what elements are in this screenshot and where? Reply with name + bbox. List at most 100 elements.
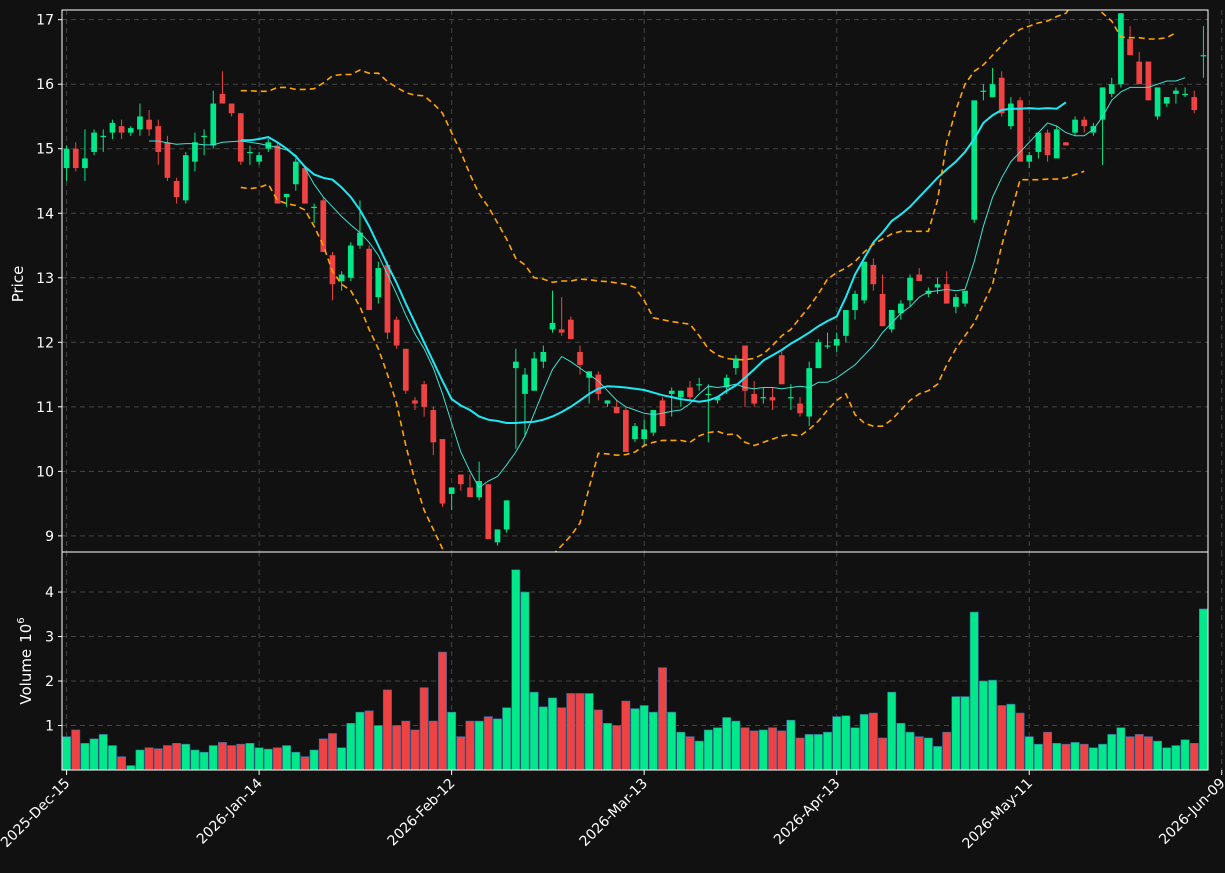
volume-bar	[832, 716, 842, 770]
candle-body	[182, 155, 189, 201]
volume-tick-label: 2	[45, 674, 54, 690]
candle	[82, 129, 88, 181]
volume-bar	[667, 711, 677, 770]
candle-body	[283, 193, 290, 198]
volume-bar	[318, 738, 328, 770]
volume-bar	[658, 667, 667, 770]
candle-body	[219, 93, 226, 104]
candle	[833, 332, 840, 352]
candle-body	[962, 290, 968, 304]
candle	[549, 290, 556, 333]
candle	[531, 351, 537, 391]
lower-band-line	[240, 170, 1085, 552]
candle-body	[751, 393, 758, 404]
volume-bar	[887, 691, 897, 770]
candles	[63, 13, 1207, 546]
candle-body	[448, 487, 455, 494]
candle-body	[320, 200, 327, 252]
volume-bar	[1088, 747, 1098, 770]
volume-bar	[80, 743, 90, 770]
candle-body	[943, 284, 950, 304]
candle-body	[833, 339, 840, 346]
volume-bar	[713, 727, 722, 770]
volume-bar	[373, 725, 383, 770]
candle	[210, 90, 217, 149]
volume-bar	[337, 747, 347, 770]
price-tick-label: 9	[45, 529, 54, 545]
candle	[806, 361, 813, 427]
volume-panel-frame	[61, 551, 1209, 771]
volume-bar	[172, 743, 182, 770]
volume-bar	[218, 742, 227, 770]
candle	[540, 345, 547, 369]
candle	[714, 397, 721, 404]
candle	[375, 261, 382, 304]
volume-bar	[795, 737, 805, 770]
volume-tick-label: 4	[45, 585, 54, 601]
candle-body	[852, 293, 858, 311]
volume-bar	[236, 743, 246, 770]
candle	[558, 297, 565, 336]
candle	[971, 100, 978, 223]
candle-body	[503, 500, 510, 530]
volume-bar	[529, 691, 539, 770]
candle-body	[778, 355, 785, 385]
volume-bar	[694, 740, 704, 770]
candle	[283, 193, 290, 207]
candle-body	[375, 268, 382, 298]
volume-bar	[630, 708, 640, 770]
volume-bar	[227, 745, 237, 770]
volume-bar	[575, 693, 585, 770]
candle-body	[1072, 119, 1078, 133]
candle	[797, 397, 803, 417]
volume-bar	[969, 611, 979, 770]
volume-bar	[960, 696, 970, 770]
volume-bar	[557, 707, 567, 770]
volume-bar	[703, 729, 713, 770]
candle-body	[1163, 97, 1170, 104]
candle-body	[916, 274, 923, 281]
candle-body	[412, 400, 418, 404]
candle	[1200, 26, 1207, 78]
volume-bar	[364, 710, 374, 770]
candle	[402, 348, 409, 394]
candle	[687, 381, 693, 401]
candle-body	[998, 77, 1005, 114]
volume-bar	[291, 751, 301, 770]
volume-bar	[722, 717, 732, 770]
volume-bar	[392, 725, 402, 770]
candle	[421, 381, 427, 417]
candle	[72, 142, 79, 172]
candle-body	[82, 158, 88, 169]
candle	[852, 290, 858, 320]
volume-bar	[768, 727, 777, 770]
candle-body	[677, 390, 684, 398]
candle	[980, 84, 987, 101]
candle	[503, 500, 510, 533]
candle-body	[696, 384, 703, 386]
candle	[1072, 116, 1078, 136]
candle-body	[714, 397, 721, 401]
candle-body	[109, 122, 116, 133]
candle	[769, 387, 776, 411]
candle	[494, 529, 501, 546]
candle-body	[980, 90, 987, 92]
candle	[1163, 97, 1170, 107]
candle-body	[274, 145, 281, 204]
candle	[1081, 116, 1088, 133]
candle-body	[247, 151, 253, 154]
candle-body	[989, 84, 996, 98]
candle	[1044, 129, 1051, 162]
candle-body	[1008, 103, 1014, 127]
volume-bar	[428, 720, 438, 770]
candle	[577, 345, 583, 375]
volume-bar	[1070, 742, 1080, 770]
volume-bar	[841, 715, 851, 770]
candle-body	[1017, 100, 1023, 162]
volume-bar	[282, 745, 292, 770]
candle-body	[155, 126, 162, 152]
candle	[457, 474, 464, 491]
candle	[1099, 87, 1106, 165]
candle	[1035, 132, 1042, 159]
candle	[641, 419, 648, 446]
